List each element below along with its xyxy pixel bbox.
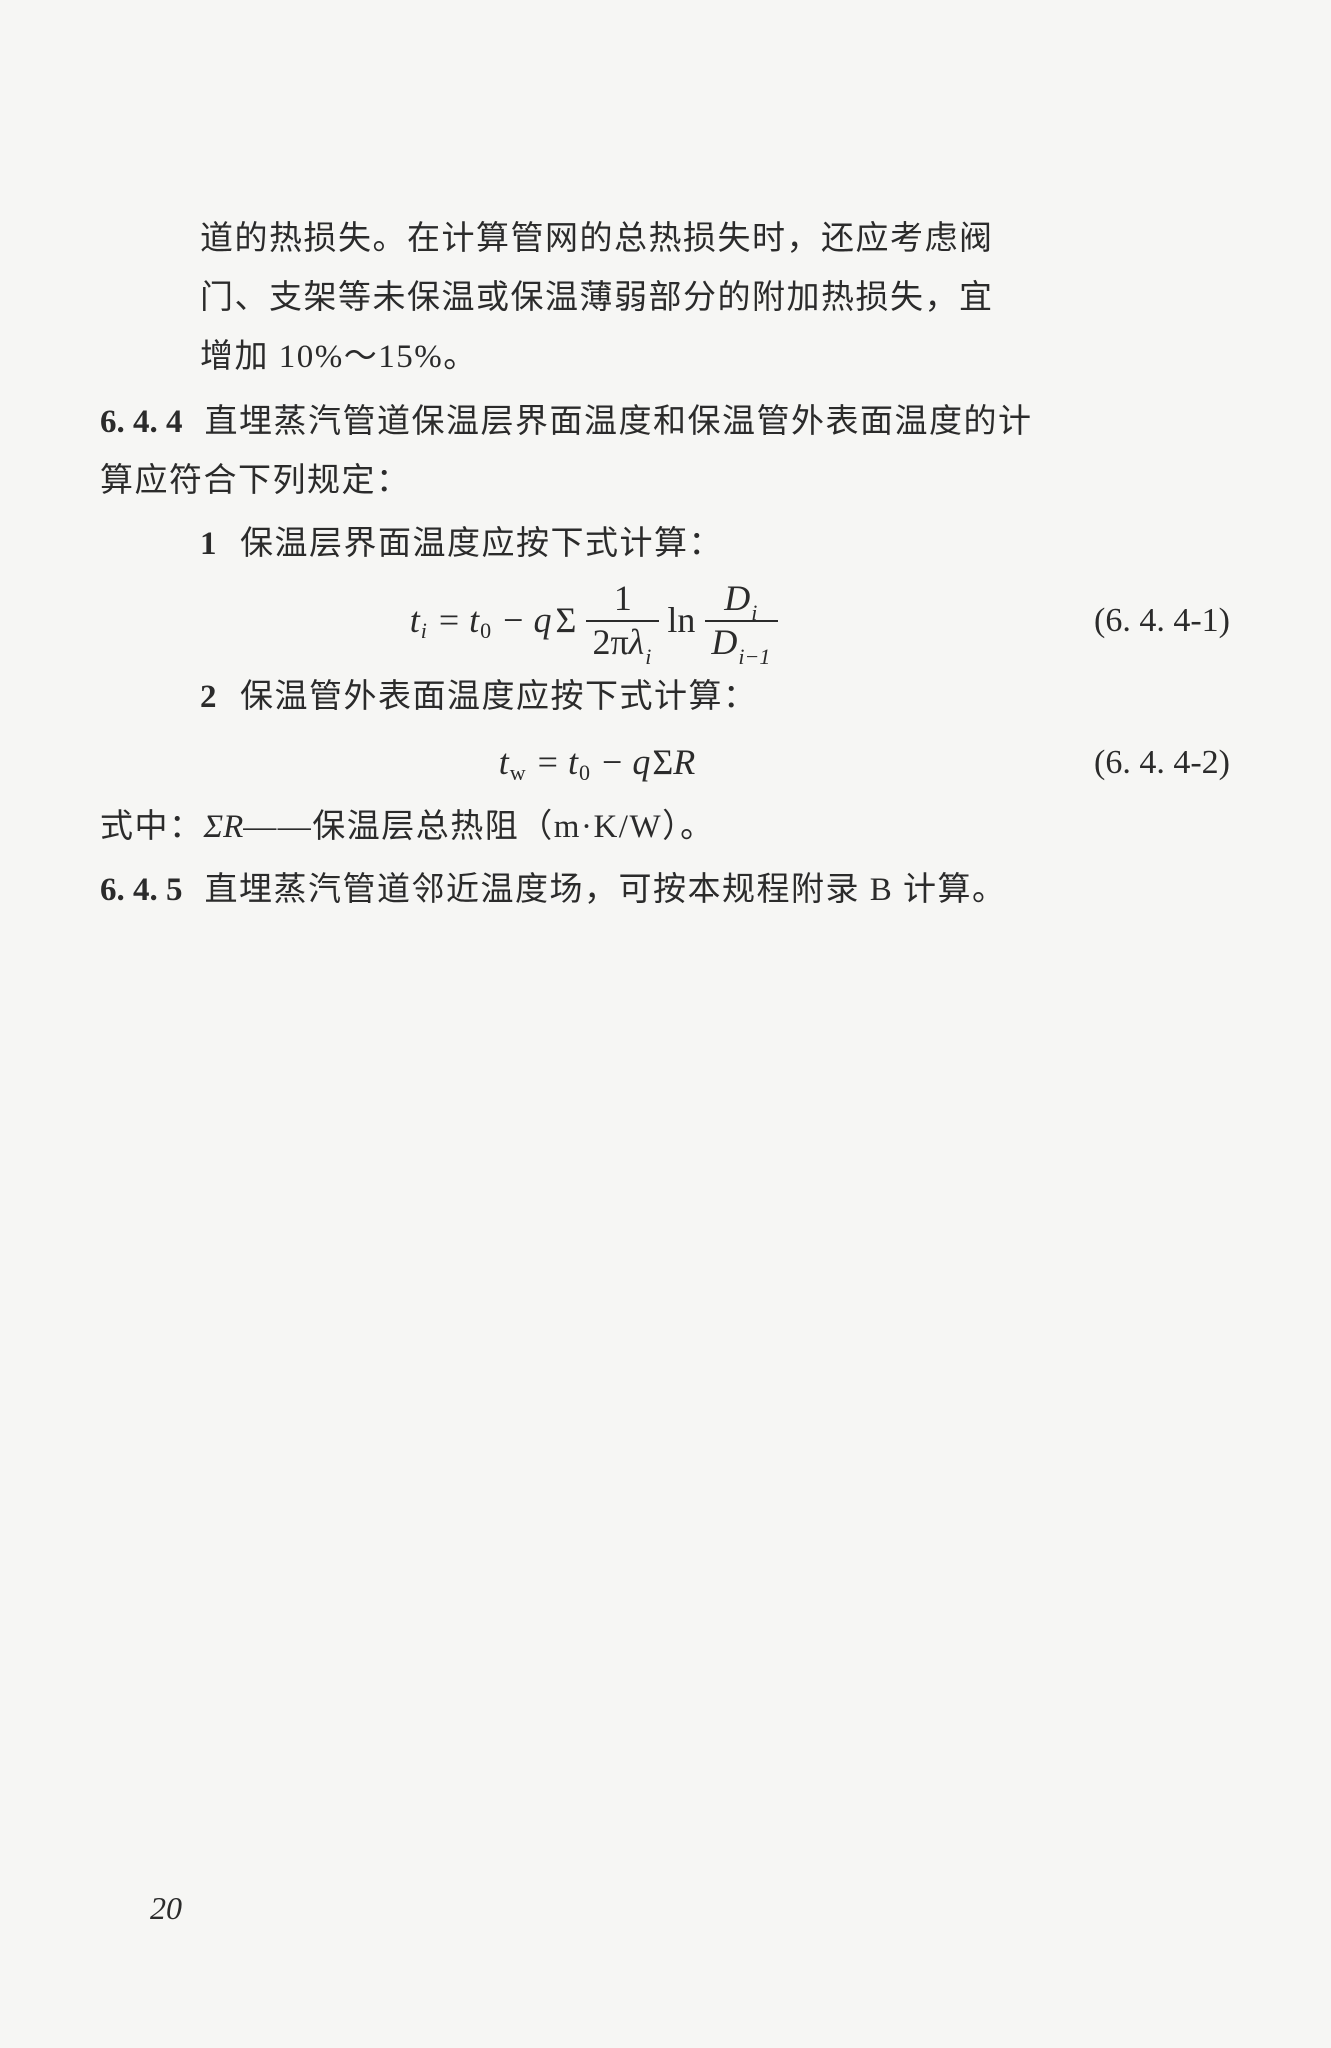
where-description: 保温层总热阻（m·K/W）。 [312, 809, 714, 845]
page: 道的热损失。在计算管网的总热损失时，还应考虑阀 门、支架等未保温或保温薄弱部分的… [0, 0, 1331, 2048]
equation-label: (6. 4. 4-2) [1094, 733, 1230, 792]
num-d: D [724, 578, 750, 618]
fraction-numerator: Di [718, 580, 765, 620]
sigma-symbol: Σ [652, 733, 673, 792]
section-text: 直埋蒸汽管道保温层界面温度和保温管外表面温度的计 [205, 393, 1237, 452]
fraction-denominator: 2πλi [586, 620, 659, 662]
equation-body: tw = t0 − q Σ R [100, 733, 1094, 792]
den-d-sub: i−1 [738, 644, 770, 669]
where-line: 式中：ΣR——保温层总热阻（m·K/W）。 [100, 798, 1236, 857]
eq-var: t [469, 591, 479, 650]
section-6-4-5: 6. 4. 5 直埋蒸汽管道邻近温度场，可按本规程附录 B 计算。 [100, 861, 1236, 920]
equation-6-4-4-1: ti = t0 − q Σ 1 2πλi ln Di [100, 580, 1236, 662]
eq-var: t [568, 733, 578, 792]
minus-sign: − [503, 591, 523, 650]
subitem-2: 2 保温管外表面温度应按下式计算： [200, 668, 1236, 727]
fraction-2: Di Di−1 [705, 580, 778, 662]
equation-body: ti = t0 − q Σ 1 2πλi ln Di [100, 580, 1094, 662]
section-text: 直埋蒸汽管道邻近温度场，可按本规程附录 B 计算。 [205, 861, 1237, 920]
page-number: 20 [150, 1879, 182, 1938]
eq-sub: 0 [579, 743, 590, 802]
text-line: 道的热损失。在计算管网的总热损失时，还应考虑阀 [200, 210, 1236, 269]
eq-var: t [499, 733, 509, 792]
den-lambda: λ [629, 622, 645, 662]
where-label: 式中： [100, 809, 204, 845]
eq-var: q [533, 591, 551, 650]
subitem-1: 1 保温层界面温度应按下式计算： [200, 515, 1236, 574]
subitem-text: 保温管外表面温度应按下式计算： [240, 679, 758, 715]
continuation-paragraph: 道的热损失。在计算管网的总热损失时，还应考虑阀 门、支架等未保温或保温薄弱部分的… [200, 210, 1236, 387]
minus-sign: − [602, 733, 622, 792]
eq-sub: w [510, 743, 526, 802]
subitem-number: 1 [200, 526, 218, 562]
text-line: 增加 10%～15%。 [200, 328, 1236, 387]
equation-6-4-4-2: tw = t0 − q Σ R (6. 4. 4-2) [100, 733, 1236, 792]
den-lambda-sub: i [645, 644, 651, 669]
section-number: 6. 4. 4 [100, 393, 183, 452]
text-line: 门、支架等未保温或保温薄弱部分的附加热损失，宜 [200, 269, 1236, 328]
fraction-1: 1 2πλi [586, 580, 659, 662]
den-d: D [711, 622, 737, 662]
fraction-numerator: 1 [608, 580, 638, 620]
eq-sub: i [421, 601, 427, 660]
equals-sign: = [439, 591, 459, 650]
ln-symbol: ln [667, 591, 695, 650]
equation-label: (6. 4. 4-1) [1094, 591, 1230, 650]
sigma-symbol: Σ [555, 591, 576, 650]
fraction-denominator: Di−1 [705, 620, 778, 662]
den-2pi: 2π [592, 622, 628, 662]
num-d-sub: i [751, 600, 757, 625]
subitem-text: 保温层界面温度应按下式计算： [240, 526, 723, 562]
eq-sub: 0 [480, 601, 491, 660]
section-text-tail: 算应符合下列规定： [100, 452, 1236, 511]
where-symbol: ΣR [204, 809, 244, 845]
eq-var: q [632, 733, 650, 792]
section-6-4-4: 6. 4. 4 直埋蒸汽管道保温层界面温度和保温管外表面温度的计 [100, 393, 1236, 452]
where-dash: —— [243, 809, 312, 845]
section-number: 6. 4. 5 [100, 861, 183, 920]
subitem-number: 2 [200, 679, 218, 715]
eq-var: R [673, 733, 695, 792]
eq-var: t [410, 591, 420, 650]
equals-sign: = [538, 733, 558, 792]
